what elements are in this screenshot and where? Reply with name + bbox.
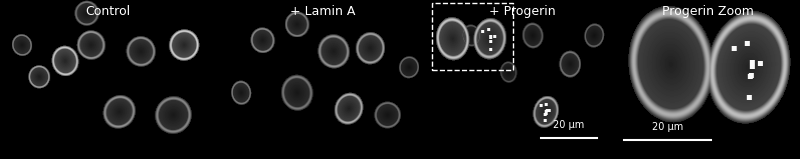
Text: + Progerin: + Progerin <box>490 5 556 18</box>
Text: 20 μm: 20 μm <box>652 122 683 132</box>
Text: 20 μm: 20 μm <box>554 120 585 130</box>
Text: + Lamin A: + Lamin A <box>290 5 355 18</box>
Bar <box>432 3 514 70</box>
Text: Progerin Zoom: Progerin Zoom <box>662 5 754 18</box>
Text: Control: Control <box>85 5 130 18</box>
